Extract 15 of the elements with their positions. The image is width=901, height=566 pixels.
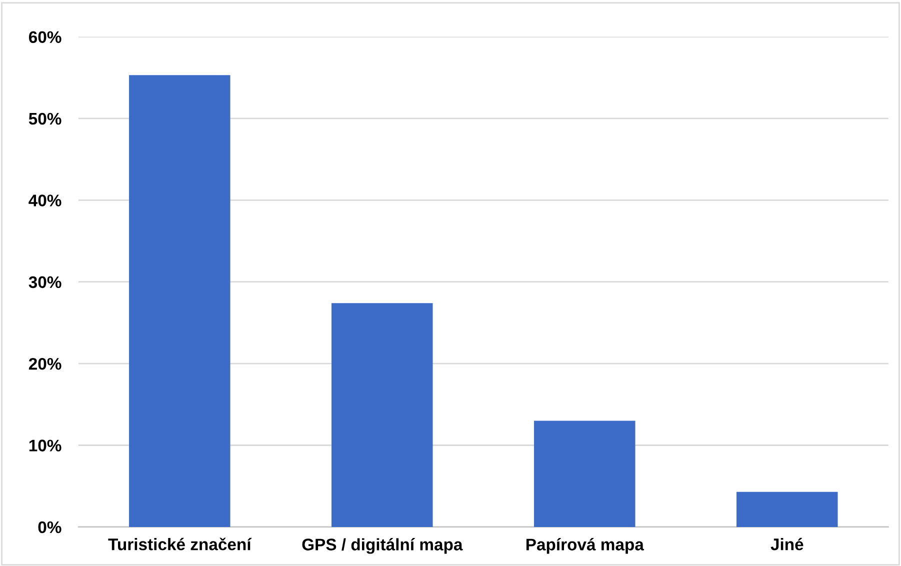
x-tick-label: GPS / digitální mapa <box>302 538 463 554</box>
x-tick-label: Jiné <box>770 538 804 550</box>
y-tick-label: 10% <box>29 440 62 452</box>
bar <box>129 75 230 527</box>
x-tick-label: Turistické značení <box>108 538 252 550</box>
y-tick-label: 30% <box>28 276 62 288</box>
y-tick-label: 60% <box>28 31 62 43</box>
bar <box>736 492 838 527</box>
y-tick-label: 20% <box>28 358 62 370</box>
bar <box>332 303 433 527</box>
y-tick-label: 0% <box>38 521 62 534</box>
y-tick-label: 40% <box>28 194 62 206</box>
x-tick-label: Papírová mapa <box>526 538 644 554</box>
y-tick-label: 50% <box>28 112 62 125</box>
bar <box>534 420 636 527</box>
